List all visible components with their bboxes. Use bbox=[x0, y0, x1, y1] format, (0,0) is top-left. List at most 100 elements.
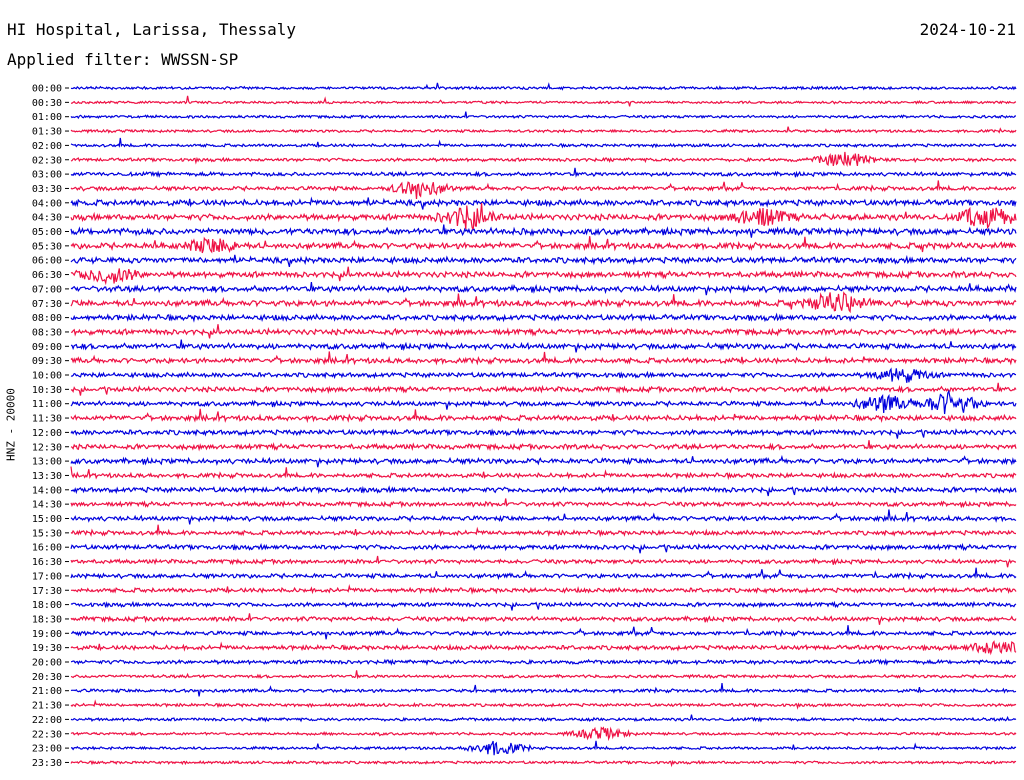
row-time-label: 19:00 bbox=[32, 629, 62, 640]
seismic-trace bbox=[70, 291, 1017, 314]
seismic-trace bbox=[70, 714, 1017, 723]
y-axis-label: HNZ - 20000 bbox=[4, 388, 18, 461]
seismic-trace bbox=[70, 509, 1017, 525]
seismic-trace bbox=[70, 236, 1017, 254]
row-time-label: 08:00 bbox=[32, 313, 62, 324]
row-time-label: 20:30 bbox=[32, 672, 62, 683]
row-time-label: 16:30 bbox=[32, 557, 62, 568]
seismic-trace bbox=[70, 167, 1017, 178]
seismic-trace bbox=[70, 203, 1017, 231]
row-time-label: 22:00 bbox=[32, 715, 62, 726]
seismic-trace bbox=[70, 699, 1017, 710]
row-time-label: 17:30 bbox=[32, 586, 62, 597]
row-time-label: 17:00 bbox=[32, 571, 62, 582]
seismic-trace bbox=[70, 498, 1017, 509]
row-time-label: 07:00 bbox=[32, 284, 62, 295]
station-title: HI Hospital, Larissa, Thessaly bbox=[7, 20, 296, 39]
seismic-trace bbox=[70, 454, 1017, 468]
seismic-trace bbox=[70, 726, 1017, 742]
row-time-label: 06:00 bbox=[32, 256, 62, 267]
seismic-trace bbox=[70, 151, 1017, 168]
filter-value: WWSSN-SP bbox=[161, 50, 239, 69]
seismic-trace bbox=[70, 351, 1017, 366]
row-time-label: 21:30 bbox=[32, 701, 62, 712]
seismic-trace bbox=[70, 137, 1017, 149]
seismic-trace bbox=[70, 95, 1017, 107]
row-time-label: 05:00 bbox=[32, 227, 62, 238]
row-time-label: 10:30 bbox=[32, 385, 62, 396]
row-time-label: 18:00 bbox=[32, 600, 62, 611]
row-time-label: 22:30 bbox=[32, 729, 62, 740]
row-time-label: 03:30 bbox=[32, 184, 62, 195]
row-time-label: 07:30 bbox=[32, 299, 62, 310]
seismic-trace bbox=[70, 427, 1017, 439]
seismic-trace bbox=[70, 542, 1017, 554]
seismic-trace bbox=[70, 339, 1017, 353]
seismic-trace bbox=[70, 485, 1017, 497]
row-time-label: 06:30 bbox=[32, 270, 62, 281]
filter-label: Applied filter: bbox=[7, 50, 152, 69]
seismic-trace bbox=[70, 282, 1017, 296]
seismic-trace bbox=[70, 759, 1017, 768]
row-time-label: 01:30 bbox=[32, 127, 62, 138]
seismic-trace bbox=[70, 389, 1017, 415]
seismic-trace bbox=[70, 312, 1017, 323]
row-time-label: 00:30 bbox=[32, 98, 62, 109]
seismic-trace bbox=[70, 567, 1017, 581]
row-time-label: 23:30 bbox=[32, 758, 62, 769]
row-time-label: 04:30 bbox=[32, 213, 62, 224]
seismic-trace bbox=[70, 555, 1016, 568]
seismic-trace bbox=[70, 224, 1017, 238]
row-time-label: 21:00 bbox=[32, 686, 62, 697]
row-time-label: 03:00 bbox=[32, 170, 62, 181]
seismic-trace bbox=[70, 440, 1017, 452]
seismic-trace bbox=[70, 180, 1017, 199]
seismic-trace bbox=[70, 466, 1017, 481]
row-time-label: 12:30 bbox=[32, 442, 62, 453]
seismic-trace bbox=[70, 408, 1017, 424]
row-time-label: 18:30 bbox=[32, 614, 62, 625]
row-time-label: 16:00 bbox=[32, 543, 62, 554]
row-time-label: 05:30 bbox=[32, 241, 62, 252]
row-time-label: 09:30 bbox=[32, 356, 62, 367]
row-time-label: 01:00 bbox=[32, 112, 62, 123]
seismic-trace bbox=[70, 111, 1016, 120]
seismic-trace bbox=[70, 640, 1017, 656]
row-time-label: 11:00 bbox=[32, 399, 62, 410]
seismic-trace bbox=[70, 367, 1017, 383]
seismic-trace bbox=[70, 382, 1017, 396]
row-time-label: 10:00 bbox=[32, 371, 62, 382]
row-time-label: 11:30 bbox=[32, 414, 62, 425]
seismic-trace bbox=[70, 126, 1017, 134]
seismic-trace bbox=[70, 583, 1017, 595]
row-time-label: 14:30 bbox=[32, 500, 62, 511]
row-time-label: 00:00 bbox=[32, 84, 62, 95]
seismic-trace bbox=[70, 658, 1017, 666]
seismic-trace bbox=[70, 324, 1017, 339]
row-time-label: 09:00 bbox=[32, 342, 62, 353]
row-time-label: 12:00 bbox=[32, 428, 62, 439]
row-time-label: 02:00 bbox=[32, 141, 62, 152]
row-time-label: 20:00 bbox=[32, 658, 62, 669]
seismic-trace bbox=[70, 600, 1017, 611]
row-time-label: 14:00 bbox=[32, 485, 62, 496]
seismic-trace bbox=[70, 625, 1017, 640]
row-time-label: 15:30 bbox=[32, 528, 62, 539]
filter-line: Applied filter: WWSSN-SP bbox=[7, 50, 238, 69]
seismic-trace bbox=[70, 196, 1017, 210]
seismic-trace bbox=[70, 82, 1017, 91]
row-time-label: 15:00 bbox=[32, 514, 62, 525]
row-time-label: 04:00 bbox=[32, 198, 62, 209]
date-label: 2024-10-21 bbox=[919, 20, 1016, 39]
seismic-trace bbox=[70, 683, 1017, 697]
seismic-trace bbox=[70, 266, 1017, 286]
row-time-label: 23:00 bbox=[32, 744, 62, 755]
row-time-label: 19:30 bbox=[32, 643, 62, 654]
seismic-trace bbox=[70, 670, 1017, 680]
row-time-label: 02:30 bbox=[32, 155, 62, 166]
seismic-trace bbox=[70, 740, 1017, 756]
row-time-label: 08:30 bbox=[32, 327, 62, 338]
seismic-trace bbox=[70, 254, 1017, 268]
seismic-trace bbox=[70, 613, 1017, 625]
